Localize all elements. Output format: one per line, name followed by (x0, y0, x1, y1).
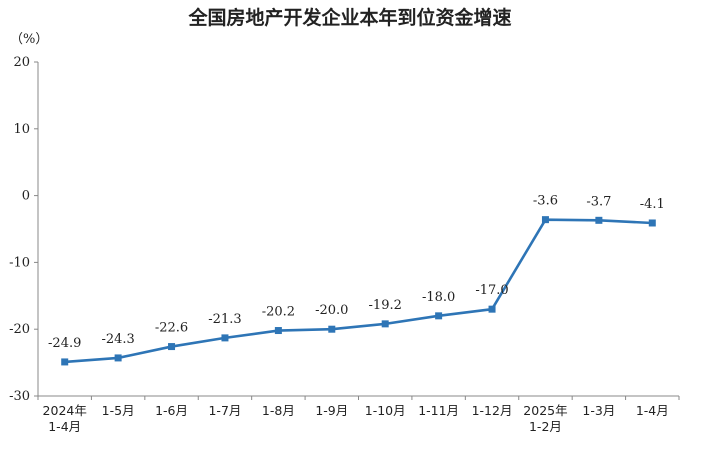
x-tick-label: 1-7月 (208, 403, 241, 418)
data-label: -20.0 (315, 303, 348, 318)
data-point-marker (595, 216, 603, 224)
data-point-marker (435, 312, 443, 320)
x-tick-label: 1-10月 (365, 403, 406, 418)
y-tick-label: -10 (9, 255, 30, 270)
x-tick-label: 1-8月 (262, 403, 295, 418)
x-axis-ticks: 2024年 1-4月 1-5月 1-6月 1-7月 1-8月 1-9月 1-10月 1-11月 1… (37, 396, 680, 434)
data-point-marker (274, 327, 282, 335)
y-axis-unit-label: （%） (10, 32, 48, 47)
data-label: -20.2 (262, 305, 295, 320)
data-labels: -24.9 -24.3 -22.6 -21.3 -20.2 -20.0 -19.2 -18.0… (48, 194, 665, 351)
data-point-marker (168, 343, 176, 351)
data-label: -3.6 (533, 194, 558, 209)
x-tick-label: 2025年 1-2月 (523, 403, 567, 434)
x-tick-label: 1-4月 (636, 403, 669, 418)
y-tick-label: -30 (9, 389, 30, 404)
y-tick-label: 20 (13, 55, 30, 70)
data-point-marker (61, 358, 69, 366)
data-point-marker (488, 305, 496, 313)
data-point-marker (114, 354, 122, 362)
series-plot (61, 216, 656, 366)
y-axis-ticks: 20 10 0 -10 -20 -30 (9, 55, 38, 404)
data-point-marker (328, 325, 336, 333)
chart-title: 全国房地产开发企业本年到位资金增速 (187, 6, 511, 29)
x-tick-label: 1-3月 (582, 403, 615, 418)
data-label: -24.9 (48, 336, 81, 351)
data-label: -3.7 (586, 194, 611, 209)
x-tick-label: 1-11月 (418, 403, 459, 418)
data-label: -22.6 (155, 321, 188, 336)
data-label: -21.3 (208, 312, 241, 327)
data-label: -19.2 (369, 298, 402, 313)
data-point-marker (541, 216, 549, 224)
data-point-marker (648, 219, 656, 227)
x-tick-label: 2024年 1-4月 (43, 403, 87, 434)
y-tick-label: -20 (9, 322, 30, 337)
data-label: -24.3 (101, 332, 134, 347)
x-tick-label: 1-6月 (155, 403, 188, 418)
data-label: -17.0 (475, 283, 508, 298)
x-tick-label: 1-9月 (315, 403, 348, 418)
data-point-marker (221, 334, 229, 342)
data-label: -18.0 (422, 290, 455, 305)
data-point-marker (381, 320, 389, 328)
x-tick-label: 1-5月 (102, 403, 135, 418)
series-line (64, 218, 653, 364)
data-label: -4.1 (640, 197, 665, 212)
y-tick-label: 0 (22, 189, 30, 204)
x-tick-label: 1-12月 (472, 403, 513, 418)
y-tick-label: 10 (13, 122, 30, 137)
